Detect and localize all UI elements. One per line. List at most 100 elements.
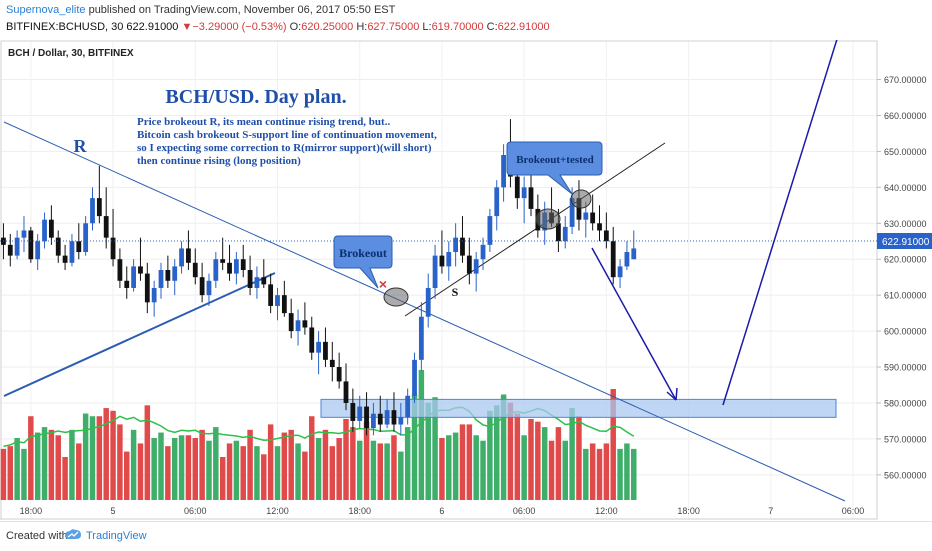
- candle-body[interactable]: [398, 417, 404, 425]
- candle-body[interactable]: [514, 176, 520, 199]
- candle-body[interactable]: [275, 295, 280, 306]
- candle-body[interactable]: [281, 295, 287, 314]
- candle-body[interactable]: [240, 259, 246, 270]
- candle-body[interactable]: [83, 223, 89, 253]
- candle-body[interactable]: [247, 270, 253, 288]
- candle-body[interactable]: [158, 270, 164, 288]
- candle-body[interactable]: [76, 241, 82, 253]
- candle-body[interactable]: [186, 248, 191, 263]
- projection-down-arrow[interactable]: [591, 247, 677, 401]
- candle-body[interactable]: [576, 198, 582, 220]
- candle-body[interactable]: [597, 223, 602, 231]
- candle-body[interactable]: [364, 406, 369, 429]
- candle-body[interactable]: [144, 273, 150, 303]
- candle-body[interactable]: [617, 266, 623, 278]
- candle-body[interactable]: [432, 255, 438, 288]
- candle-body[interactable]: [131, 266, 137, 288]
- candle-body[interactable]: [124, 280, 130, 288]
- breakout-callout[interactable]: [333, 235, 393, 289]
- candle-body[interactable]: [220, 259, 226, 263]
- candle-body[interactable]: [453, 237, 459, 253]
- candle-body[interactable]: [28, 230, 34, 260]
- candle-body[interactable]: [21, 230, 27, 238]
- candle-body[interactable]: [62, 255, 68, 263]
- candle-body[interactable]: [569, 198, 575, 227]
- candle-body[interactable]: [480, 244, 486, 260]
- candle-body[interactable]: [494, 187, 500, 217]
- candle-body[interactable]: [103, 216, 109, 238]
- tradingview-logo-icon[interactable]: [64, 528, 82, 542]
- candle-body[interactable]: [336, 367, 342, 382]
- candle-body[interactable]: [179, 248, 184, 267]
- author-link[interactable]: Supernova_elite: [6, 4, 86, 16]
- candle-body[interactable]: [425, 287, 431, 317]
- candle-body[interactable]: [521, 187, 527, 199]
- projection-up-line[interactable]: [722, 40, 838, 406]
- candle-body[interactable]: [213, 259, 219, 281]
- candle-body[interactable]: [562, 226, 568, 242]
- candle-body[interactable]: [138, 266, 143, 274]
- candle-body[interactable]: [288, 313, 294, 332]
- candle-body[interactable]: [590, 212, 596, 224]
- candle-body[interactable]: [556, 223, 561, 242]
- candle-body[interactable]: [295, 320, 301, 332]
- candle-body[interactable]: [357, 406, 363, 421]
- candle-body[interactable]: [55, 237, 61, 256]
- candle-body[interactable]: [302, 320, 308, 328]
- candle-body[interactable]: [329, 359, 335, 368]
- tradingview-brand-link[interactable]: TradingView: [86, 530, 147, 542]
- target-zone[interactable]: [320, 398, 837, 418]
- retest-circle[interactable]: [535, 208, 561, 230]
- candle-body[interactable]: [405, 395, 411, 418]
- candle-body[interactable]: [151, 287, 157, 303]
- candle-body[interactable]: [90, 198, 95, 224]
- candle-body[interactable]: [254, 277, 260, 288]
- candle-body[interactable]: [583, 212, 589, 220]
- candle-body[interactable]: [199, 277, 205, 296]
- candle-body[interactable]: [624, 252, 630, 267]
- candle-body[interactable]: [371, 413, 376, 429]
- candle-body[interactable]: [377, 413, 383, 425]
- support-trendline[interactable]: [3, 272, 276, 397]
- candle-body[interactable]: [7, 244, 13, 256]
- candle-body[interactable]: [603, 230, 609, 242]
- price-chart[interactable]: BCH / Dollar, 30, BITFINEX 670.00000 660.…: [0, 40, 932, 521]
- candle-body[interactable]: [446, 252, 452, 267]
- breakout-circle[interactable]: [383, 287, 409, 307]
- candle-body[interactable]: [316, 341, 321, 353]
- candle-body[interactable]: [172, 266, 178, 281]
- candle-body[interactable]: [501, 155, 506, 188]
- candle-body[interactable]: [391, 410, 397, 425]
- candle-body[interactable]: [48, 219, 54, 238]
- candle-body[interactable]: [473, 259, 479, 274]
- candle-body[interactable]: [14, 237, 20, 256]
- r-resistance-line[interactable]: [3, 121, 846, 502]
- candle-body[interactable]: [528, 187, 534, 209]
- candle-body[interactable]: [233, 259, 239, 274]
- candle-body[interactable]: [487, 216, 493, 245]
- candle-body[interactable]: [192, 262, 198, 278]
- candle-body[interactable]: [309, 327, 315, 353]
- tested-circle[interactable]: [570, 189, 592, 209]
- candle-body[interactable]: [412, 359, 417, 396]
- candle-body[interactable]: [350, 402, 356, 421]
- candle-body[interactable]: [460, 237, 465, 256]
- candle-body[interactable]: [466, 255, 472, 274]
- candle-body[interactable]: [343, 381, 349, 403]
- candle-body[interactable]: [117, 259, 123, 281]
- candle-body[interactable]: [631, 248, 637, 260]
- candle-body[interactable]: [323, 341, 328, 360]
- candle-body[interactable]: [610, 241, 616, 278]
- candle-body[interactable]: [110, 237, 116, 260]
- candle-body[interactable]: [418, 316, 424, 360]
- candle-body[interactable]: [439, 255, 445, 267]
- candle-body[interactable]: [206, 280, 212, 296]
- s-support-line[interactable]: [404, 142, 666, 317]
- candle-body[interactable]: [261, 277, 267, 285]
- candle-body[interactable]: [227, 262, 232, 274]
- candle-body[interactable]: [96, 198, 102, 217]
- candle-body[interactable]: [42, 219, 47, 242]
- candle-body[interactable]: [268, 284, 274, 306]
- candle-body[interactable]: [35, 241, 41, 260]
- candle-body[interactable]: [165, 270, 171, 281]
